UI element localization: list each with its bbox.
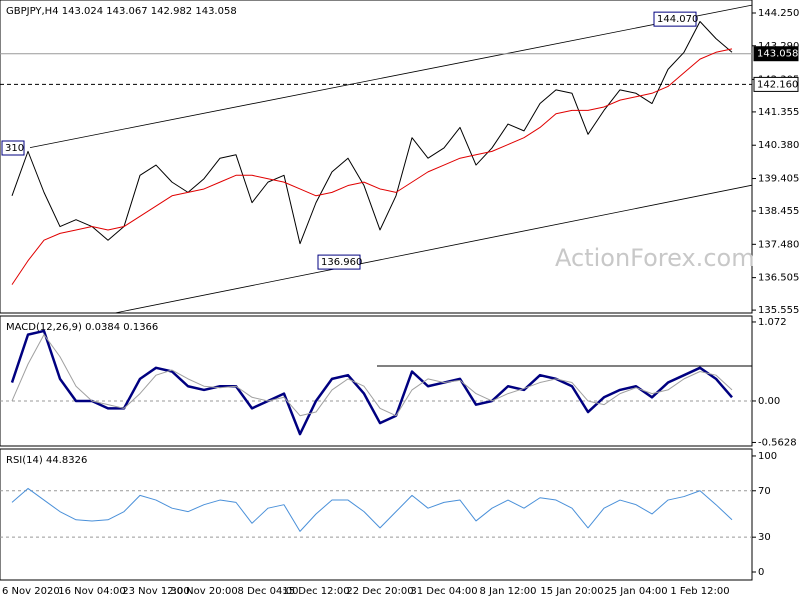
y-tick-label: 137.480 bbox=[758, 239, 799, 250]
rsi-panel bbox=[0, 448, 753, 581]
channel-line bbox=[29, 4, 753, 149]
watermark: ActionForex.com bbox=[555, 244, 755, 272]
x-tick-label: 22 Dec 20:00 bbox=[346, 586, 413, 597]
x-tick-label: 16 Nov 04:00 bbox=[58, 586, 125, 597]
series-line bbox=[11, 21, 733, 245]
y-tick-label: 0.00 bbox=[758, 396, 780, 407]
x-tick-label: 15 Dec 12:00 bbox=[282, 586, 349, 597]
y-tick-label: 138.455 bbox=[758, 206, 799, 217]
x-tick-label: 23 Nov 12:00 bbox=[122, 586, 189, 597]
price-panel bbox=[0, 0, 753, 314]
y-tick-label: 139.405 bbox=[758, 174, 799, 185]
annotation-label: 136.960 bbox=[321, 257, 362, 268]
macd-panel bbox=[0, 315, 753, 447]
series-line bbox=[11, 334, 733, 417]
price-label: 142.160 bbox=[757, 79, 798, 90]
y-tick-label: 30 bbox=[758, 532, 771, 543]
y-tick-label: 140.380 bbox=[758, 140, 799, 151]
series-line bbox=[10, 329, 733, 436]
x-tick-label: 8 Jan 12:00 bbox=[480, 586, 537, 597]
x-tick-label: 25 Jan 04:00 bbox=[604, 586, 667, 597]
y-tick-label: 0 bbox=[758, 567, 764, 578]
annotation-box bbox=[653, 11, 697, 27]
x-tick-label: 15 Jan 20:00 bbox=[540, 586, 603, 597]
price-label: 143.058 bbox=[757, 49, 798, 60]
panel-title: MACD(12,26,9) 0.0384 0.1366 bbox=[6, 322, 158, 333]
panel-title: GBPJPY,H4 143.024 143.067 142.982 143.05… bbox=[6, 6, 237, 17]
series-line bbox=[11, 48, 733, 285]
y-tick-label: 144.250 bbox=[758, 8, 799, 19]
panel-title: RSI(14) 44.8326 bbox=[6, 455, 87, 466]
x-tick-label: 31 Dec 04:00 bbox=[410, 586, 477, 597]
annotation-label: 310 bbox=[5, 143, 24, 154]
y-tick-label: 141.355 bbox=[758, 107, 799, 118]
y-tick-label: 135.555 bbox=[758, 305, 799, 316]
annotation-label: 144.070 bbox=[657, 14, 698, 25]
y-tick-label: 1.072 bbox=[758, 317, 787, 328]
y-tick-label: -0.5628 bbox=[758, 437, 797, 448]
y-tick-label: 136.505 bbox=[758, 273, 799, 284]
annotation-box bbox=[317, 254, 361, 270]
price-label-box bbox=[753, 46, 799, 62]
price-label-box bbox=[753, 76, 799, 92]
channel-line bbox=[114, 184, 753, 314]
x-tick-label: 30 Nov 20:00 bbox=[170, 586, 237, 597]
annotation-box bbox=[1, 140, 25, 156]
x-tick-label: 6 Nov 2020 bbox=[2, 586, 60, 597]
y-tick-label: 70 bbox=[758, 486, 771, 497]
x-tick-label: 8 Dec 04:00 bbox=[238, 586, 299, 597]
series-line bbox=[11, 487, 733, 532]
y-tick-label: 100 bbox=[758, 451, 777, 462]
x-tick-label: 1 Feb 12:00 bbox=[670, 586, 729, 597]
